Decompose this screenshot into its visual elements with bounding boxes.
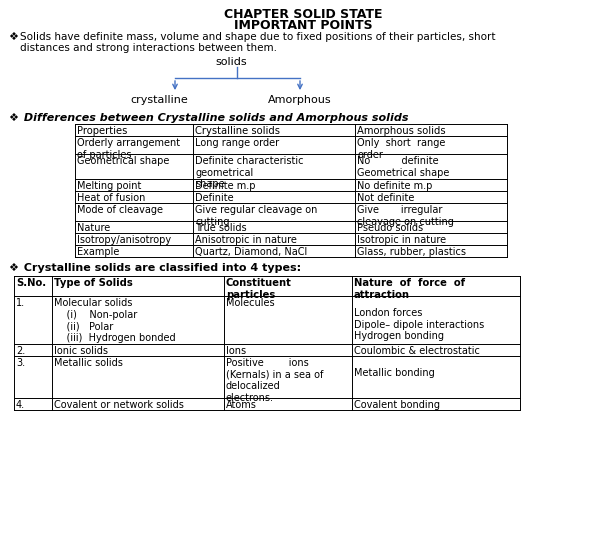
- Text: No          definite
Geometrical shape: No definite Geometrical shape: [357, 156, 449, 178]
- Text: Atoms: Atoms: [226, 400, 257, 410]
- Text: ❖: ❖: [8, 32, 18, 42]
- Text: Anisotropic in nature: Anisotropic in nature: [195, 235, 297, 245]
- Text: 2.: 2.: [16, 346, 25, 356]
- Text: crystalline: crystalline: [130, 95, 188, 105]
- Text: 3.: 3.: [16, 358, 25, 368]
- Text: ❖: ❖: [8, 263, 18, 273]
- Text: Metallic solids: Metallic solids: [54, 358, 123, 368]
- Text: ❖: ❖: [8, 113, 18, 123]
- Text: Coulombic & electrostatic: Coulombic & electrostatic: [354, 346, 480, 356]
- Text: Type of Solids: Type of Solids: [54, 278, 133, 288]
- Text: Give       irregular
cleavage on cutting: Give irregular cleavage on cutting: [357, 205, 454, 227]
- Text: IMPORTANT POINTS: IMPORTANT POINTS: [234, 19, 372, 32]
- Text: Mode of cleavage: Mode of cleavage: [77, 205, 163, 215]
- Text: 1.: 1.: [16, 298, 25, 308]
- Text: Quartz, Diamond, NaCl: Quartz, Diamond, NaCl: [195, 247, 307, 257]
- Text: Molecules: Molecules: [226, 298, 274, 308]
- Text: Geometrical shape: Geometrical shape: [77, 156, 169, 166]
- Text: Definite: Definite: [195, 193, 234, 203]
- Text: Heat of fusion: Heat of fusion: [77, 193, 145, 203]
- Text: Long range order: Long range order: [195, 138, 279, 148]
- Text: Melting point: Melting point: [77, 181, 141, 191]
- Text: Example: Example: [77, 247, 120, 257]
- Text: London forces
Dipole– dipole interactions
Hydrogen bonding: London forces Dipole– dipole interaction…: [354, 308, 484, 341]
- Text: Definite characteristic
geometrical
shape: Definite characteristic geometrical shap…: [195, 156, 304, 189]
- Text: Metallic bonding: Metallic bonding: [354, 368, 435, 378]
- Text: Not definite: Not definite: [357, 193, 415, 203]
- Text: Nature: Nature: [77, 223, 110, 233]
- Text: Pseudo solids: Pseudo solids: [357, 223, 423, 233]
- Text: Only  short  range
order: Only short range order: [357, 138, 446, 160]
- Text: Positive        ions
(Kernals) in a sea of
delocalized
electrons.: Positive ions (Kernals) in a sea of delo…: [226, 358, 324, 403]
- Text: distances and strong interactions between them.: distances and strong interactions betwee…: [20, 43, 277, 53]
- Text: Constituent
particles: Constituent particles: [226, 278, 292, 300]
- Text: S.No.: S.No.: [16, 278, 46, 288]
- Text: Isotropy/anisotropy: Isotropy/anisotropy: [77, 235, 171, 245]
- Text: Definite m.p: Definite m.p: [195, 181, 256, 191]
- Text: Isotropic in nature: Isotropic in nature: [357, 235, 446, 245]
- Text: Give regular cleavage on
cutting: Give regular cleavage on cutting: [195, 205, 317, 227]
- Text: Amorphous solids: Amorphous solids: [357, 126, 446, 136]
- Text: CHAPTER SOLID STATE: CHAPTER SOLID STATE: [224, 8, 382, 21]
- Text: Orderly arrangement
of particles: Orderly arrangement of particles: [77, 138, 180, 160]
- Text: Covalent or network solids: Covalent or network solids: [54, 400, 184, 410]
- Text: Solids have definite mass, volume and shape due to fixed positions of their part: Solids have definite mass, volume and sh…: [20, 32, 495, 42]
- Text: Differences between Crystalline solids and Amorphous solids: Differences between Crystalline solids a…: [20, 113, 409, 123]
- Text: Ions: Ions: [226, 346, 246, 356]
- Text: Covalent bonding: Covalent bonding: [354, 400, 440, 410]
- Text: Crystalline solids: Crystalline solids: [195, 126, 280, 136]
- Text: True solids: True solids: [195, 223, 246, 233]
- Text: Nature  of  force  of
attraction: Nature of force of attraction: [354, 278, 465, 300]
- Text: No definite m.p: No definite m.p: [357, 181, 432, 191]
- Text: solids: solids: [215, 57, 246, 67]
- Text: 4.: 4.: [16, 400, 25, 410]
- Text: Glass, rubber, plastics: Glass, rubber, plastics: [357, 247, 466, 257]
- Text: Crystalline solids are classified into 4 types:: Crystalline solids are classified into 4…: [20, 263, 301, 273]
- Text: Amorphous: Amorphous: [268, 95, 331, 105]
- Text: Molecular solids
    (i)    Non-polar
    (ii)   Polar
    (iii)  Hydrogen bonde: Molecular solids (i) Non-polar (ii) Pola…: [54, 298, 175, 343]
- Text: Ionic solids: Ionic solids: [54, 346, 108, 356]
- Text: Properties: Properties: [77, 126, 127, 136]
